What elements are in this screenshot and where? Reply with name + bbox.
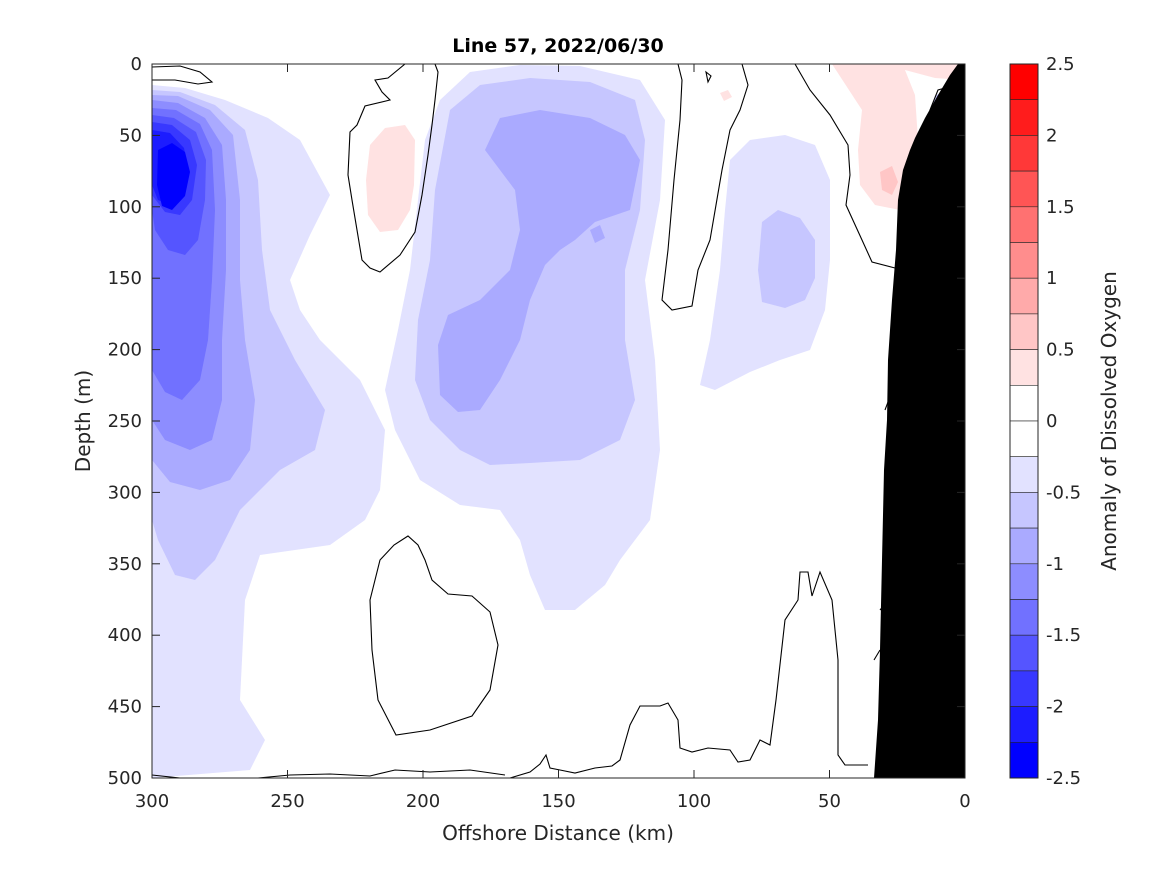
anomaly-mid-level-3 [438,110,640,412]
y-tick-label: 200 [108,340,142,361]
y-axis-label: Depth (m) [71,370,95,472]
bathymetry [874,64,965,778]
colorbar-level [1009,706,1039,743]
anomaly-high-215km [366,125,415,232]
colorbar [1009,63,1039,779]
anomaly-mid-level-3b [590,225,605,243]
x-tick-label: 300 [135,791,169,812]
colorbar-tick-label: -2.5 [1046,768,1081,789]
colorbar-level [1009,527,1039,565]
colorbar-level [1009,313,1039,350]
colorbar-level [1009,63,1039,101]
colorbar-level [1009,384,1039,422]
colorbar-level [1009,277,1039,315]
colorbar-level [1009,670,1039,707]
colorbar-tick-label: -1.5 [1046,625,1081,646]
zero-contour-4 [705,70,712,84]
y-tick-label: 350 [108,554,142,575]
y-axis: 0 50 100 150 200 250 300 350 400 450 500 [108,54,965,789]
anomaly-nearshore-level-2 [758,210,815,308]
colorbar-frame [1009,63,1039,779]
y-tick-label: 500 [108,768,142,789]
zero-contour-2 [347,64,439,273]
colorbar-level [1009,135,1039,172]
y-tick-label: 300 [108,482,142,503]
y-tick-label: 100 [108,197,142,218]
colorbar-level [1009,634,1039,672]
colorbar-level [1009,599,1039,636]
colorbar-level [1009,170,1039,208]
anomaly-high-coastal-patch [880,166,898,195]
anomaly-high-surface-patch [720,90,732,101]
colorbar-tick-label: 1 [1046,268,1057,289]
y-tick-label: 400 [108,625,142,646]
plot-area [152,64,965,778]
y-tick-label: 250 [108,411,142,432]
zero-contour-7 [509,570,868,778]
colorbar-level [1009,563,1039,600]
y-tick-label: 0 [131,54,142,75]
x-tick-label: 0 [959,791,970,812]
x-tick-label: 150 [541,791,575,812]
zero-contour-6 [369,535,499,736]
colorbar-level [1009,420,1039,458]
zero-contour-3 [661,64,749,311]
colorbar-tick-label: -0.5 [1046,482,1081,503]
colorbar-tick-label: -1 [1046,554,1064,575]
zero-contour-1 [152,65,214,85]
x-tick-label: 100 [677,791,711,812]
colorbar-axis: 2.5 2 1.5 1 0.5 0 -0.5 -1 -1.5 -2 -2.5 [1046,54,1081,789]
x-tick-label: 200 [406,791,440,812]
colorbar-label: Anomaly of Dissolved Oxygen [1097,271,1121,571]
y-tick-label: 450 [108,697,142,718]
chart-title: Line 57, 2022/06/30 [452,35,664,57]
colorbar-level [1009,456,1039,493]
colorbar-tick-label: 2 [1046,125,1057,146]
colorbar-tick-label: 0.5 [1046,340,1075,361]
colorbar-tick-label: 1.5 [1046,197,1075,218]
colorbar-level [1009,242,1039,279]
x-axis: 300 250 200 150 100 50 0 [135,64,971,812]
colorbar-tick-label: 2.5 [1046,54,1075,75]
anomaly-high-coastal-band [832,64,965,210]
colorbar-level [1009,492,1039,529]
colorbar-level [1009,206,1039,243]
colorbar-level [1009,741,1039,779]
x-axis-label: Offshore Distance (km) [442,821,674,845]
colorbar-level [1009,349,1039,386]
x-tick-label: 250 [270,791,304,812]
y-tick-label: 150 [108,268,142,289]
x-tick-label: 50 [818,791,841,812]
colorbar-level [1009,99,1039,136]
colorbar-tick-label: -2 [1046,697,1064,718]
colorbar-tick-label: 0 [1046,411,1057,432]
y-tick-label: 50 [119,125,142,146]
anomaly-offshore-core [157,143,190,210]
